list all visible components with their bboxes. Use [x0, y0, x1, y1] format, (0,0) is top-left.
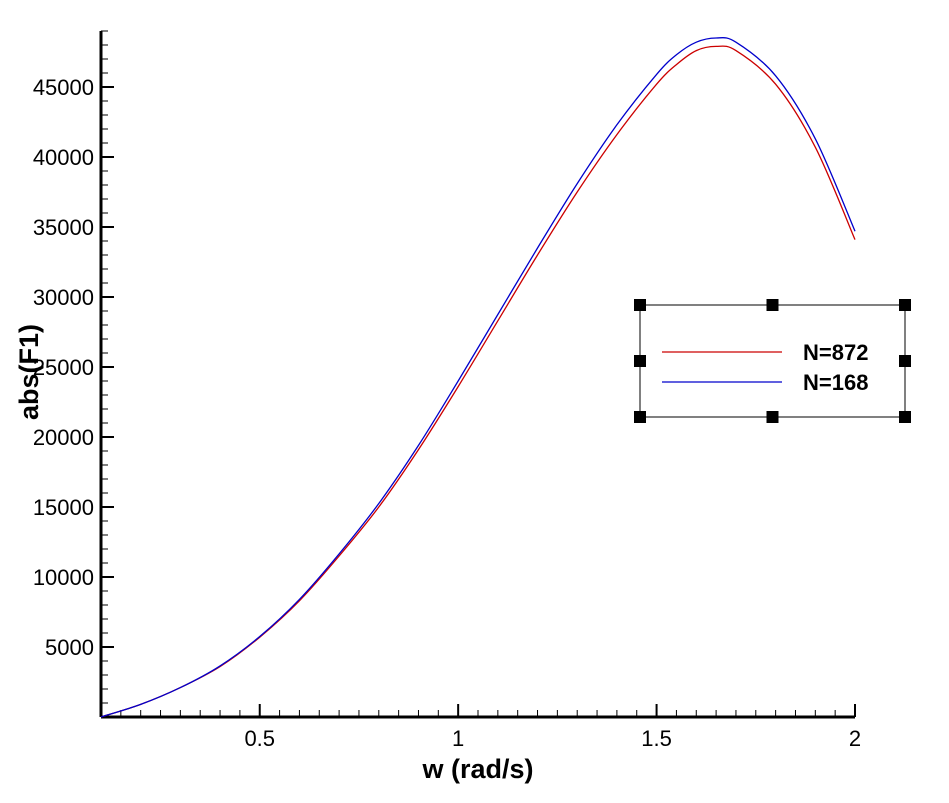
- y-ticks: 5000 10000 15000 20000 25000 30000 35000 40000 4…: [33, 30, 114, 704]
- y-tick-label: 5000: [45, 635, 94, 660]
- resize-handle[interactable]: [634, 299, 646, 311]
- x-ticks: 0.5 1 1.5 2: [100, 704, 861, 751]
- y-tick-label: 30000: [33, 285, 94, 310]
- x-tick-label: 1: [452, 726, 464, 751]
- y-tick-label: 25000: [33, 355, 94, 380]
- legend-handles[interactable]: [634, 299, 911, 423]
- resize-handle[interactable]: [899, 411, 911, 423]
- y-tick-label: 35000: [33, 215, 94, 240]
- resize-handle[interactable]: [634, 411, 646, 423]
- x-tick-label: 1.5: [641, 726, 672, 751]
- y-tick-label: 15000: [33, 495, 94, 520]
- resize-handle[interactable]: [766, 411, 779, 423]
- resize-handle[interactable]: [766, 299, 779, 311]
- legend-label: N=872: [803, 340, 868, 365]
- x-tick-label: 0.5: [244, 726, 275, 751]
- resize-handle[interactable]: [899, 299, 911, 311]
- resize-handle[interactable]: [634, 355, 646, 367]
- x-axis-title: w (rad/s): [421, 754, 533, 784]
- y-tick-label: 20000: [33, 425, 94, 450]
- series-line-2: [100, 37, 856, 718]
- legend[interactable]: N=872 N=168: [634, 299, 911, 423]
- resize-handle[interactable]: [899, 355, 911, 367]
- y-tick-label: 45000: [33, 75, 94, 100]
- x-tick-label: 2: [849, 726, 861, 751]
- legend-entries: N=872 N=168: [662, 340, 868, 395]
- y-tick-label: 10000: [33, 565, 94, 590]
- y-tick-label: 40000: [33, 145, 94, 170]
- series-lines: [100, 37, 856, 718]
- y-axis-title: abs(F1): [14, 324, 44, 420]
- legend-label: N=168: [803, 370, 868, 395]
